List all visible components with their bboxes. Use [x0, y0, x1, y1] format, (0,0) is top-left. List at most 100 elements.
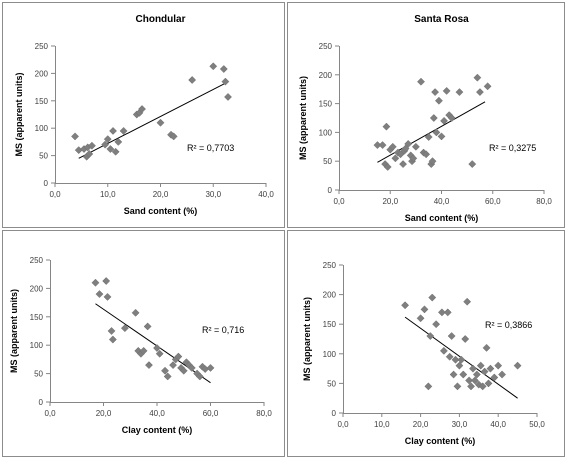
y-tick-label: 50 — [323, 157, 332, 166]
y-axis-title: MS (apparent units) — [9, 289, 19, 373]
y-tick-label: 150 — [323, 320, 337, 329]
data-point — [457, 355, 466, 364]
data-point — [469, 364, 477, 373]
data-point — [169, 132, 178, 141]
x-tick-label: 80,0 — [256, 409, 272, 418]
data-point — [409, 154, 418, 163]
data-point — [476, 361, 485, 370]
x-tick-label: 0,0 — [44, 409, 56, 418]
data-point — [143, 322, 152, 331]
data-point — [206, 363, 215, 372]
data-point — [472, 370, 481, 379]
chart-title: Chondular — [136, 14, 186, 25]
data-point — [426, 332, 435, 340]
y-tick-label: 0 — [39, 398, 44, 407]
x-axis-title: Clay content (%) — [122, 425, 193, 435]
data-point — [468, 160, 477, 169]
data-point — [461, 335, 470, 343]
y-tick-label: 100 — [319, 128, 333, 137]
data-point — [455, 361, 464, 370]
data-point — [447, 114, 456, 122]
data-point — [111, 147, 120, 156]
chart-panel-3: 0,0 20,0 40,0 60,0 80,0 0 50 100 150 200 250 Clay c… — [2, 230, 285, 457]
x-tick-label: 30,0 — [205, 190, 221, 199]
y-axis-title: MS (apparent units) — [302, 297, 312, 381]
chart-frame — [2, 2, 285, 228]
data-point — [484, 379, 493, 388]
data-point — [432, 128, 441, 137]
y-tick-label: 50 — [39, 152, 48, 161]
data-point — [513, 361, 522, 370]
chart-panel-2: Santa Rosa 0,0 20,0 40,0 60,0 80,0 0 50 100 150 20… — [287, 2, 565, 228]
chart-frame — [2, 230, 285, 457]
data-point — [455, 88, 464, 97]
x-tick-label: 0,0 — [333, 197, 345, 206]
x-tick-label: 30,0 — [452, 420, 468, 429]
data-point — [428, 157, 437, 166]
data-point — [388, 142, 397, 151]
data-point — [103, 135, 112, 144]
data-point — [221, 77, 230, 86]
y-tick-label: 150 — [35, 97, 49, 106]
y-tick-label: 100 — [323, 350, 337, 359]
y-tick-label: 150 — [30, 313, 44, 322]
data-point — [383, 163, 392, 171]
data-point — [107, 327, 116, 335]
data-point — [440, 116, 449, 125]
data-point — [467, 382, 475, 391]
x-tick-label: 60,0 — [485, 197, 501, 206]
x-tick-label: 60,0 — [203, 409, 219, 418]
data-point — [71, 132, 79, 141]
x-tick-label: 0,0 — [49, 190, 61, 199]
data-point — [424, 382, 433, 391]
x-tick-label: 10,0 — [100, 190, 116, 199]
x-tick-label: 40,0 — [149, 409, 165, 418]
y-tick-label: 0 — [44, 179, 49, 188]
data-point — [465, 376, 474, 385]
data-point — [108, 335, 117, 344]
x-tick-label: 0,0 — [337, 420, 349, 429]
data-point — [447, 332, 456, 340]
data-point — [153, 344, 161, 352]
y-tick-label: 200 — [319, 71, 333, 80]
data-point — [475, 88, 484, 97]
y-tick-label: 250 — [319, 42, 333, 51]
data-point — [486, 364, 495, 373]
chart-svg: Chondular 0,0 10,0 20,0 30,0 40,0 0 50 100 150 200… — [2, 2, 285, 228]
data-point — [145, 361, 153, 370]
data-point — [428, 293, 437, 302]
chart-svg: 0,0 20,0 40,0 60,0 80,0 0 50 100 150 200 250 Clay c… — [2, 230, 285, 457]
x-tick-label: 20,0 — [96, 409, 112, 418]
chart-panel-1: Chondular 0,0 10,0 20,0 30,0 40,0 0 50 100 150 200… — [2, 2, 285, 228]
data-point — [417, 77, 425, 86]
x-tick-label: 80,0 — [536, 197, 552, 206]
data-point — [91, 278, 100, 287]
data-point — [209, 62, 218, 71]
data-point — [453, 382, 462, 391]
chart-title: Santa Rosa — [414, 14, 469, 25]
data-point — [483, 82, 492, 91]
y-tick-label: 50 — [327, 379, 336, 388]
y-tick-label: 200 — [30, 284, 44, 293]
data-point — [187, 363, 196, 372]
data-point — [429, 114, 438, 122]
y-tick-label: 50 — [34, 370, 43, 379]
data-point — [478, 382, 487, 391]
y-tick-label: 250 — [35, 42, 49, 51]
data-point — [498, 370, 507, 379]
data-point — [103, 292, 112, 301]
data-point — [432, 320, 441, 329]
data-point — [120, 324, 129, 333]
x-tick-label: 10,0 — [374, 420, 390, 429]
x-tick-label: 40,0 — [434, 197, 450, 206]
data-point — [470, 376, 479, 385]
chart-svg: 0,0 10,0 20,0 30,0 40,0 50,0 0 50 100 150 200 250 Cl… — [287, 230, 565, 457]
data-point — [169, 361, 178, 370]
data-point — [473, 73, 482, 82]
data-point — [490, 373, 499, 382]
r-squared-label: R² = 0,3275 — [489, 143, 536, 153]
chart-panel-4: 0,0 10,0 20,0 30,0 40,0 50,0 0 50 100 150 200 250 Cl… — [287, 230, 565, 457]
x-tick-label: 40,0 — [258, 190, 274, 199]
x-tick-label: 50,0 — [529, 420, 545, 429]
